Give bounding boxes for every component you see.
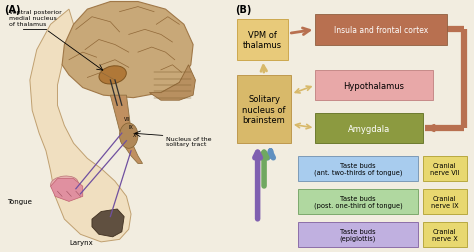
- Text: Ventral posterior
medial nucleus
of thalamus: Ventral posterior medial nucleus of thal…: [9, 10, 62, 27]
- Text: Taste buds
(ant. two-thirds of tongue): Taste buds (ant. two-thirds of tongue): [314, 162, 402, 176]
- FancyBboxPatch shape: [315, 15, 447, 45]
- Text: Nucleus of the
solitary tract: Nucleus of the solitary tract: [165, 136, 211, 147]
- Text: Insula and frontal cortex: Insula and frontal cortex: [334, 26, 428, 35]
- FancyBboxPatch shape: [237, 76, 291, 144]
- Ellipse shape: [51, 176, 78, 192]
- Text: Larynx: Larynx: [69, 239, 93, 245]
- Text: X: X: [133, 132, 137, 137]
- FancyBboxPatch shape: [315, 113, 423, 144]
- FancyBboxPatch shape: [298, 222, 418, 247]
- Text: VII: VII: [124, 117, 130, 122]
- FancyBboxPatch shape: [423, 222, 467, 247]
- Polygon shape: [51, 179, 83, 202]
- Text: Cranial
nerve X: Cranial nerve X: [432, 228, 457, 241]
- Text: Cranial
nerve VII: Cranial nerve VII: [430, 162, 459, 175]
- Text: Hypothalamus: Hypothalamus: [344, 81, 404, 90]
- FancyBboxPatch shape: [298, 156, 418, 181]
- Text: Amygdala: Amygdala: [348, 124, 390, 133]
- FancyBboxPatch shape: [423, 189, 467, 214]
- Ellipse shape: [119, 123, 138, 149]
- Polygon shape: [30, 10, 131, 242]
- Text: Solitary
nucleus of
brainstem: Solitary nucleus of brainstem: [242, 95, 286, 124]
- Text: Taste buds
(epiglottis): Taste buds (epiglottis): [340, 228, 376, 241]
- FancyBboxPatch shape: [315, 71, 432, 101]
- Ellipse shape: [99, 67, 126, 85]
- FancyBboxPatch shape: [298, 189, 418, 214]
- Text: (B): (B): [235, 5, 251, 15]
- FancyBboxPatch shape: [423, 156, 467, 181]
- Text: Cranial
nerve IX: Cranial nerve IX: [431, 195, 458, 208]
- Polygon shape: [110, 96, 143, 164]
- Polygon shape: [62, 3, 193, 98]
- Text: (A): (A): [5, 5, 21, 15]
- FancyBboxPatch shape: [237, 20, 289, 60]
- Text: Taste buds
(post. one-third of tongue): Taste buds (post. one-third of tongue): [314, 195, 402, 208]
- Polygon shape: [92, 209, 124, 237]
- Text: IX: IX: [129, 124, 134, 130]
- Polygon shape: [149, 66, 195, 101]
- Text: Tongue: Tongue: [7, 199, 32, 205]
- Text: VPM of
thalamus: VPM of thalamus: [243, 31, 283, 50]
